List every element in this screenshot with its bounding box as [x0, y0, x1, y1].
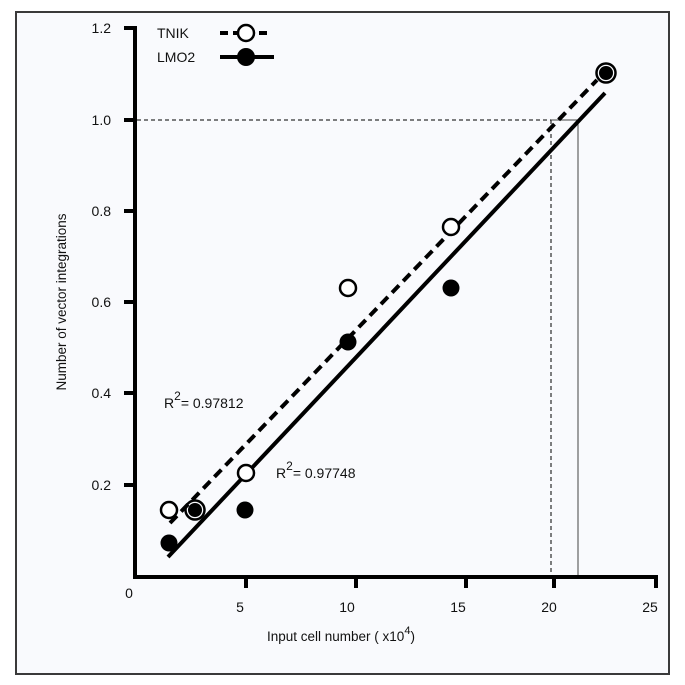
r2-tnik-label: R2= 0.97812	[164, 389, 244, 411]
y-axis	[124, 26, 137, 579]
x-tick-20: 20	[541, 599, 557, 615]
legend-label-lmo2: LMO2	[157, 49, 195, 65]
tnik-fit-line	[168, 78, 599, 525]
lmo2-fit-line	[166, 91, 607, 559]
reference-lines	[137, 119, 579, 575]
y-tick-1.0: 1.0	[92, 112, 112, 128]
x-tick-10: 10	[339, 599, 355, 615]
x-tick-labels: 0 5 10 15 20 25	[125, 585, 658, 615]
lmo2-points	[160, 66, 613, 552]
y-tick-0.8: 0.8	[92, 203, 112, 219]
y-tick-1.2: 1.2	[92, 20, 112, 36]
y-axis-title: Number of vector integrations	[54, 213, 69, 390]
x-axis	[133, 575, 658, 588]
open-circle-icon	[236, 23, 256, 43]
x-tick-25: 25	[642, 599, 658, 615]
y-tick-0.4: 0.4	[92, 385, 112, 401]
y-tick-labels: 1.2 1.0 0.8 0.6 0.4 0.2	[92, 20, 112, 493]
r2-lmo2-label: R2= 0.97748	[276, 459, 356, 481]
x-tick-15: 15	[450, 599, 466, 615]
legend-item-tnik: TNIK	[157, 23, 272, 43]
y-tick-0.6: 0.6	[92, 294, 112, 310]
x-tick-5: 5	[236, 599, 244, 615]
legend-label-tnik: TNIK	[157, 25, 190, 41]
legend: TNIK LMO2	[157, 23, 274, 66]
y-tick-0.2: 0.2	[92, 477, 112, 493]
legend-item-lmo2: LMO2	[157, 48, 274, 66]
x-tick-0: 0	[125, 585, 133, 601]
tnik-points	[159, 62, 617, 521]
x-axis-title: Input cell number ( x104)	[267, 625, 415, 644]
filled-circle-icon	[237, 48, 255, 66]
